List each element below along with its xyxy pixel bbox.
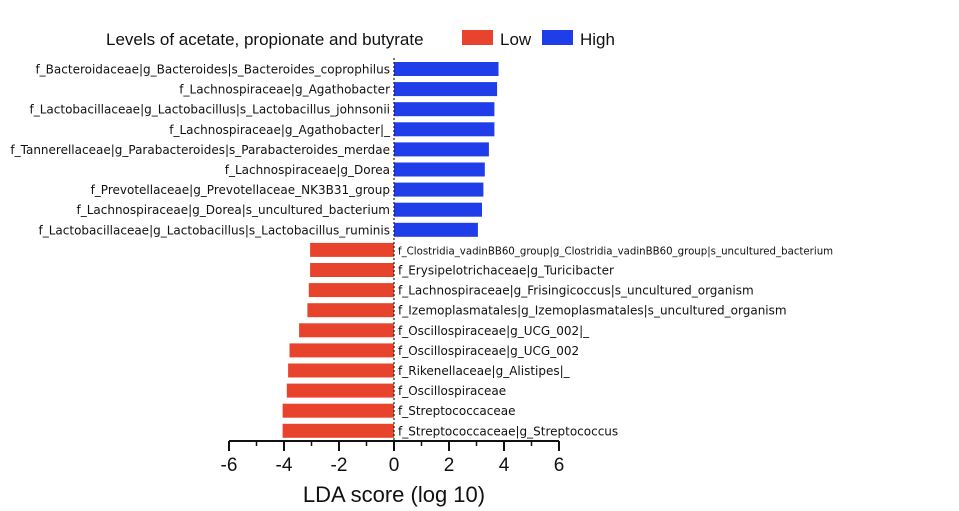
bar-low bbox=[282, 403, 394, 418]
x-tick-label: -2 bbox=[331, 455, 348, 476]
x-tick-label: 2 bbox=[444, 455, 455, 476]
legend-label-high: High bbox=[580, 30, 615, 49]
bar-label: f_Oscillospiraceae|g_UCG_002|_ bbox=[398, 324, 590, 338]
bar-high bbox=[394, 162, 485, 177]
x-tick-label: -6 bbox=[221, 455, 238, 476]
legend-label-low: Low bbox=[500, 30, 532, 49]
x-tick-label: 4 bbox=[499, 455, 510, 476]
bar-low bbox=[282, 423, 394, 438]
bar-low bbox=[288, 363, 394, 378]
bar-label: f_Lachnospiraceae|g_Agathobacter|_ bbox=[169, 123, 391, 137]
bar-low bbox=[307, 303, 394, 318]
bar-low bbox=[286, 383, 395, 398]
bar-high bbox=[394, 182, 484, 197]
bars-layer: f_Bacteroidaceae|g_Bacteroides|s_Bactero… bbox=[10, 62, 833, 438]
x-axis: -6 -4 -2 0 2 4 6 bbox=[221, 440, 565, 476]
legend-title: Levels of acetate, propionate and butyra… bbox=[106, 30, 424, 49]
bar-high bbox=[394, 222, 478, 237]
bar-label: f_Lachnospiraceae|g_Agathobacter bbox=[179, 83, 390, 97]
bar-label: f_Tannerellaceae|g_Parabacteroides|s_Par… bbox=[10, 143, 390, 157]
bar-label: f_Erysipelotrichaceae|g_Turicibacter bbox=[398, 264, 614, 278]
x-axis-title: LDA score (log 10) bbox=[303, 482, 485, 507]
bar-label: f_Lachnospiraceae|g_Dorea|s_uncultured_b… bbox=[76, 203, 390, 217]
bar-label: f_Oscillospiraceae|g_UCG_002 bbox=[398, 344, 579, 358]
legend-swatch-low bbox=[462, 30, 493, 45]
bar-low bbox=[310, 242, 394, 257]
bar-label: f_Streptococcaceae|g_Streptococcus bbox=[398, 424, 618, 438]
bar-label: f_Lactobacillaceae|g_Lactobacillus|s_Lac… bbox=[30, 103, 390, 117]
bar-high bbox=[394, 202, 482, 217]
bar-low bbox=[299, 323, 394, 338]
bar-label: f_Oscillospiraceae bbox=[398, 384, 506, 398]
bar-label: f_Streptococcaceae bbox=[398, 404, 515, 418]
bar-high bbox=[394, 82, 498, 97]
bar-low bbox=[308, 283, 395, 298]
bar-label: f_Bacteroidaceae|g_Bacteroides|s_Bactero… bbox=[35, 63, 390, 77]
bar-label: f_Lactobacillaceae|g_Lactobacillus|s_Lac… bbox=[39, 223, 390, 237]
bar-low bbox=[289, 343, 394, 358]
bar-high bbox=[394, 62, 499, 76]
bar-high bbox=[394, 122, 495, 137]
bar-label: f_Clostridia_vadinBB60_group|g_Clostridi… bbox=[398, 246, 833, 257]
bar-high bbox=[394, 102, 495, 117]
bar-label: f_Lachnospiraceae|g_Dorea bbox=[225, 163, 390, 177]
bar-low bbox=[310, 263, 394, 277]
bar-label: f_Izemoplasmatales|g_Izemoplasmatales|s_… bbox=[398, 304, 787, 318]
bar-label: f_Rikenellaceae|g_Alistipes|_ bbox=[398, 364, 571, 378]
x-tick-label: -4 bbox=[276, 455, 293, 476]
legend-swatch-high bbox=[542, 30, 573, 45]
legend: Levels of acetate, propionate and butyra… bbox=[106, 30, 615, 49]
bar-label: f_Prevotellaceae|g_Prevotellaceae_NK3B31… bbox=[91, 183, 390, 197]
bar-high bbox=[394, 142, 489, 157]
x-tick-label: 0 bbox=[389, 455, 400, 476]
bar-label: f_Lachnospiraceae|g_Frisingicoccus|s_unc… bbox=[398, 284, 754, 298]
x-tick-label: 6 bbox=[554, 455, 565, 476]
